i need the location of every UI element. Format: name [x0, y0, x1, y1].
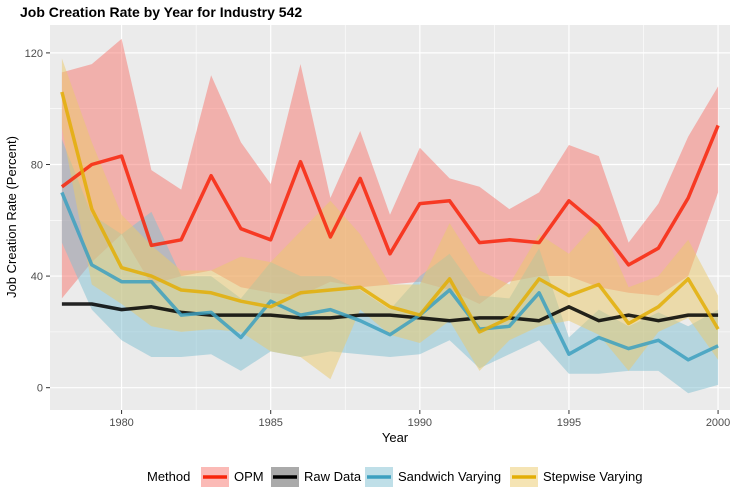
- x-tick-label: 1980: [109, 417, 133, 429]
- x-tick-label: 1995: [557, 417, 581, 429]
- legend-item-raw-data: Raw Data: [271, 467, 362, 487]
- legend-title: Method: [147, 469, 190, 484]
- opm-band: [61, 38, 719, 305]
- confidence-bands: [61, 38, 719, 394]
- legend-item-sandwich-varying: Sandwich Varying: [365, 467, 501, 487]
- stepwise-varying-line: [60, 91, 720, 334]
- sandwich-varying-line: [60, 191, 719, 362]
- axis-ticks: [46, 52, 719, 414]
- x-tick-label: 1990: [408, 417, 432, 429]
- y-axis-label: Job Creation Rate (Percent): [4, 136, 19, 298]
- y-tick-label: 0: [37, 383, 43, 395]
- legend-item-opm: OPM: [201, 467, 264, 487]
- y-tick-label: 80: [31, 159, 43, 171]
- legend-label: Stepwise Varying: [543, 469, 642, 484]
- opm-line: [60, 124, 720, 267]
- legend-label: OPM: [234, 469, 264, 484]
- legend-label: Raw Data: [304, 469, 362, 484]
- tick-labels: 1980 1985 1990 1995 2000 0 40 80 120: [25, 48, 731, 429]
- legend-label: Sandwich Varying: [398, 469, 501, 484]
- x-tick-label: 1985: [258, 417, 282, 429]
- x-tick-label: 2000: [706, 417, 730, 429]
- x-axis-label: Year: [382, 430, 409, 445]
- raw-data-line: [61, 302, 719, 323]
- y-tick-label: 120: [25, 48, 43, 60]
- chart-title: Job Creation Rate by Year for Industry 5…: [20, 4, 302, 20]
- series-lines: [60, 91, 720, 362]
- stepwise-varying-band: [61, 58, 719, 380]
- legend-item-stepwise-varying: Stepwise Varying: [510, 467, 642, 487]
- y-tick-label: 40: [31, 271, 43, 283]
- legend: Method OPM Raw Data Sandwich Varying Stepwi…: [147, 467, 642, 487]
